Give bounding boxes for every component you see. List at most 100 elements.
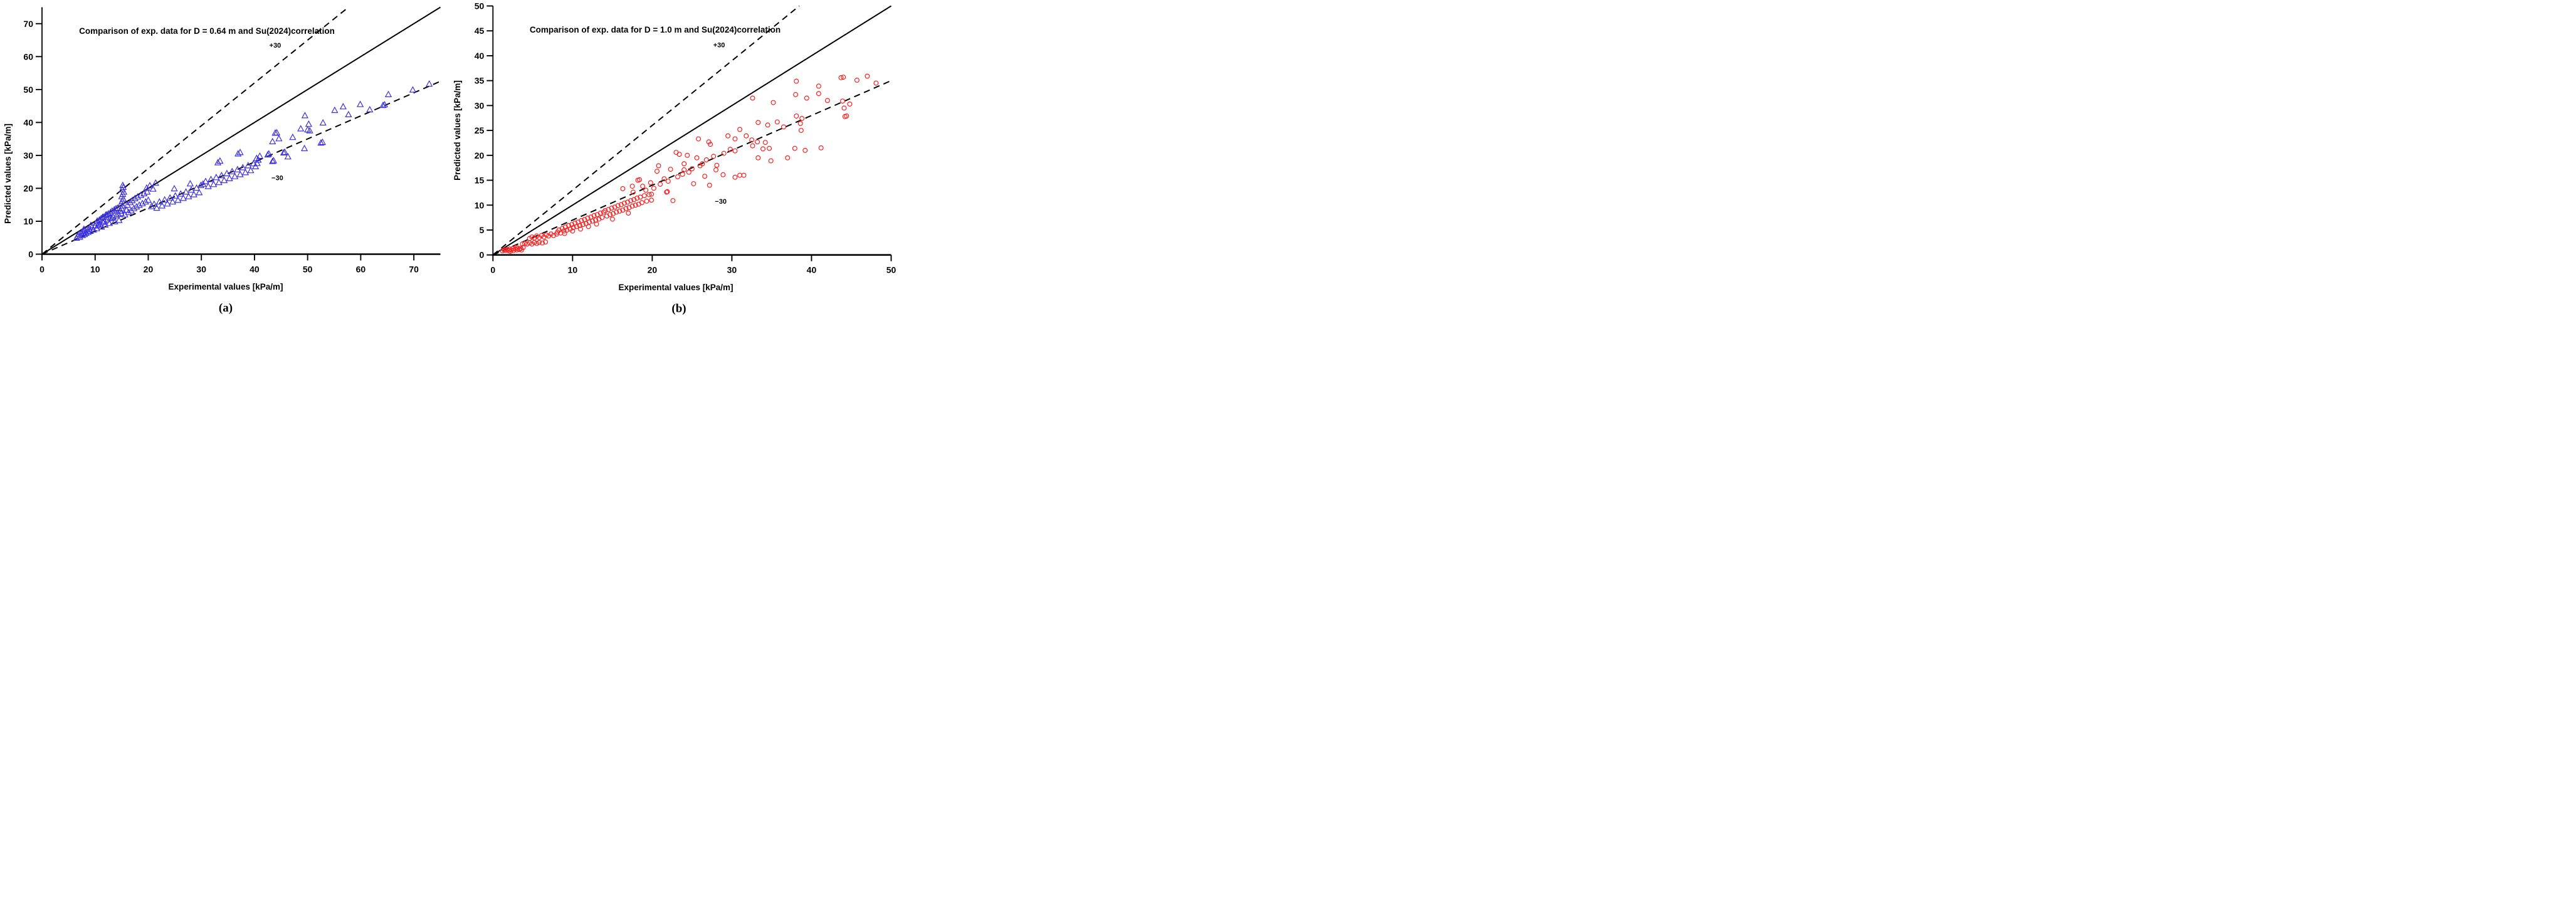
scatter-point-triangle [150,200,158,207]
scatter-point-triangle [256,152,264,159]
plus30-line [41,6,349,255]
scatter-point-triangle [234,150,242,157]
scatter-point-circle [591,212,597,218]
scatter-point-triangle [218,171,226,179]
scatter-point-circle [618,202,624,207]
scatter-point-triangle [207,176,215,182]
x-tick-label: 20 [144,265,154,275]
scatter-point-circle [570,225,576,231]
scatter-point-triangle [152,179,159,186]
x-tick-label: 40 [250,265,260,275]
scatter-point-circle [749,137,755,143]
scatter-point-circle [768,158,774,164]
scatter-point-circle [797,121,803,127]
scatter-point-triangle [255,156,262,163]
scatter-point-circle [649,191,655,197]
scatter-point-circle [597,211,603,216]
y-tick-label: 30 [475,100,485,110]
scatter-point-circle [675,174,681,180]
scatter-point-circle [564,228,570,233]
x-tick-label: 50 [886,265,896,275]
y-tick-label: 20 [475,150,485,160]
scatter-point-triangle [319,118,327,126]
scatter-point-circle [628,198,634,204]
scatter-point-circle [689,166,695,172]
scatter-point-circle [602,208,608,214]
scatter-point-circle [511,248,517,253]
scatter-point-triangle [135,201,143,208]
x-tick-label: 70 [409,265,419,275]
scatter-point-triangle [172,192,179,199]
y-tick-label: 25 [475,125,485,135]
scatter-point-triangle [146,182,154,189]
y-tick-label: 50 [475,1,485,11]
scatter-point-triangle [171,184,178,192]
scatter-point-circle [580,222,586,228]
scatter-point-circle [625,199,631,205]
scatter-point-circle [529,241,535,247]
scatter-point-circle [615,203,621,209]
scatter-point-triangle [300,144,308,152]
scatter-point-circle [839,98,845,104]
scatter-point-circle [520,241,525,247]
x-tick-label: 40 [807,265,817,275]
scatter-point-circle [641,193,647,199]
scatter-point-triangle [105,219,113,226]
scatter-point-triangle [133,202,140,210]
scatter-point-circle [681,167,687,172]
scatter-point-triangle [149,185,157,192]
scatter-point-triangle [134,193,142,200]
scatter-point-triangle [196,189,203,196]
scatter-point-triangle [112,212,120,219]
scatter-point-circle [732,174,738,180]
scatter-point-circle [651,186,656,191]
y-tick-label: 10 [475,200,485,210]
scatter-point-circle [644,198,649,204]
scatter-point-triangle [119,183,127,191]
scatter-point-circle [629,184,635,189]
scatter-point-circle [543,239,549,245]
scatter-point-circle [668,167,673,172]
scatter-point-triangle [345,110,352,117]
scatter-point-circle [680,172,685,177]
scatter-point-circle [732,148,738,154]
scatter-point-triangle [97,214,105,221]
scatter-point-triangle [115,216,123,223]
scatter-point-circle [569,222,575,228]
scatter-point-circle [802,147,808,153]
x-tick-label: 20 [648,265,658,275]
scatter-point-triangle [331,106,339,113]
scatter-point-triangle [187,186,195,193]
scatter-point-triangle [95,221,102,228]
scatter-point-circle [587,219,592,225]
scatter-point-circle [518,247,524,253]
scatter-point-circle [708,142,713,147]
scatter-point-circle [762,140,768,145]
scatter-point-triangle [93,224,100,231]
scatter-point-circle [714,162,720,168]
scatter-point-circle [656,163,661,169]
scatter-point-circle [609,206,614,211]
deviation-band-label: +30 [270,42,281,50]
scatter-point-triangle [426,80,433,87]
deviation-band-label: +30 [713,41,725,49]
scatter-point-triangle [223,169,231,177]
x-tick-label: 0 [490,265,495,275]
scatter-point-circle [767,145,772,151]
scatter-point-triangle [125,208,132,216]
scatter-point-circle [607,212,613,218]
scatter-point-circle [623,206,629,211]
y-tick-label: 30 [23,150,33,160]
scatter-point-circle [854,77,860,83]
scatter-point-circle [609,216,615,222]
scatter-point-triangle [250,159,257,167]
scatter-point-triangle [339,103,347,110]
scatter-point-triangle [284,152,292,160]
scatter-point-circle [515,245,520,251]
y-axis-label: Predicted values [kPa/m] [3,123,13,224]
y-tick-label: 45 [475,26,485,36]
scatter-point-circle [540,240,545,246]
scatter-point-triangle [213,174,220,181]
scatter-point-triangle [239,164,246,170]
scatter-point-circle [559,226,565,231]
